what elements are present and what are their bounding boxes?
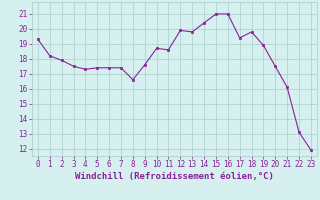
X-axis label: Windchill (Refroidissement éolien,°C): Windchill (Refroidissement éolien,°C) <box>75 172 274 181</box>
